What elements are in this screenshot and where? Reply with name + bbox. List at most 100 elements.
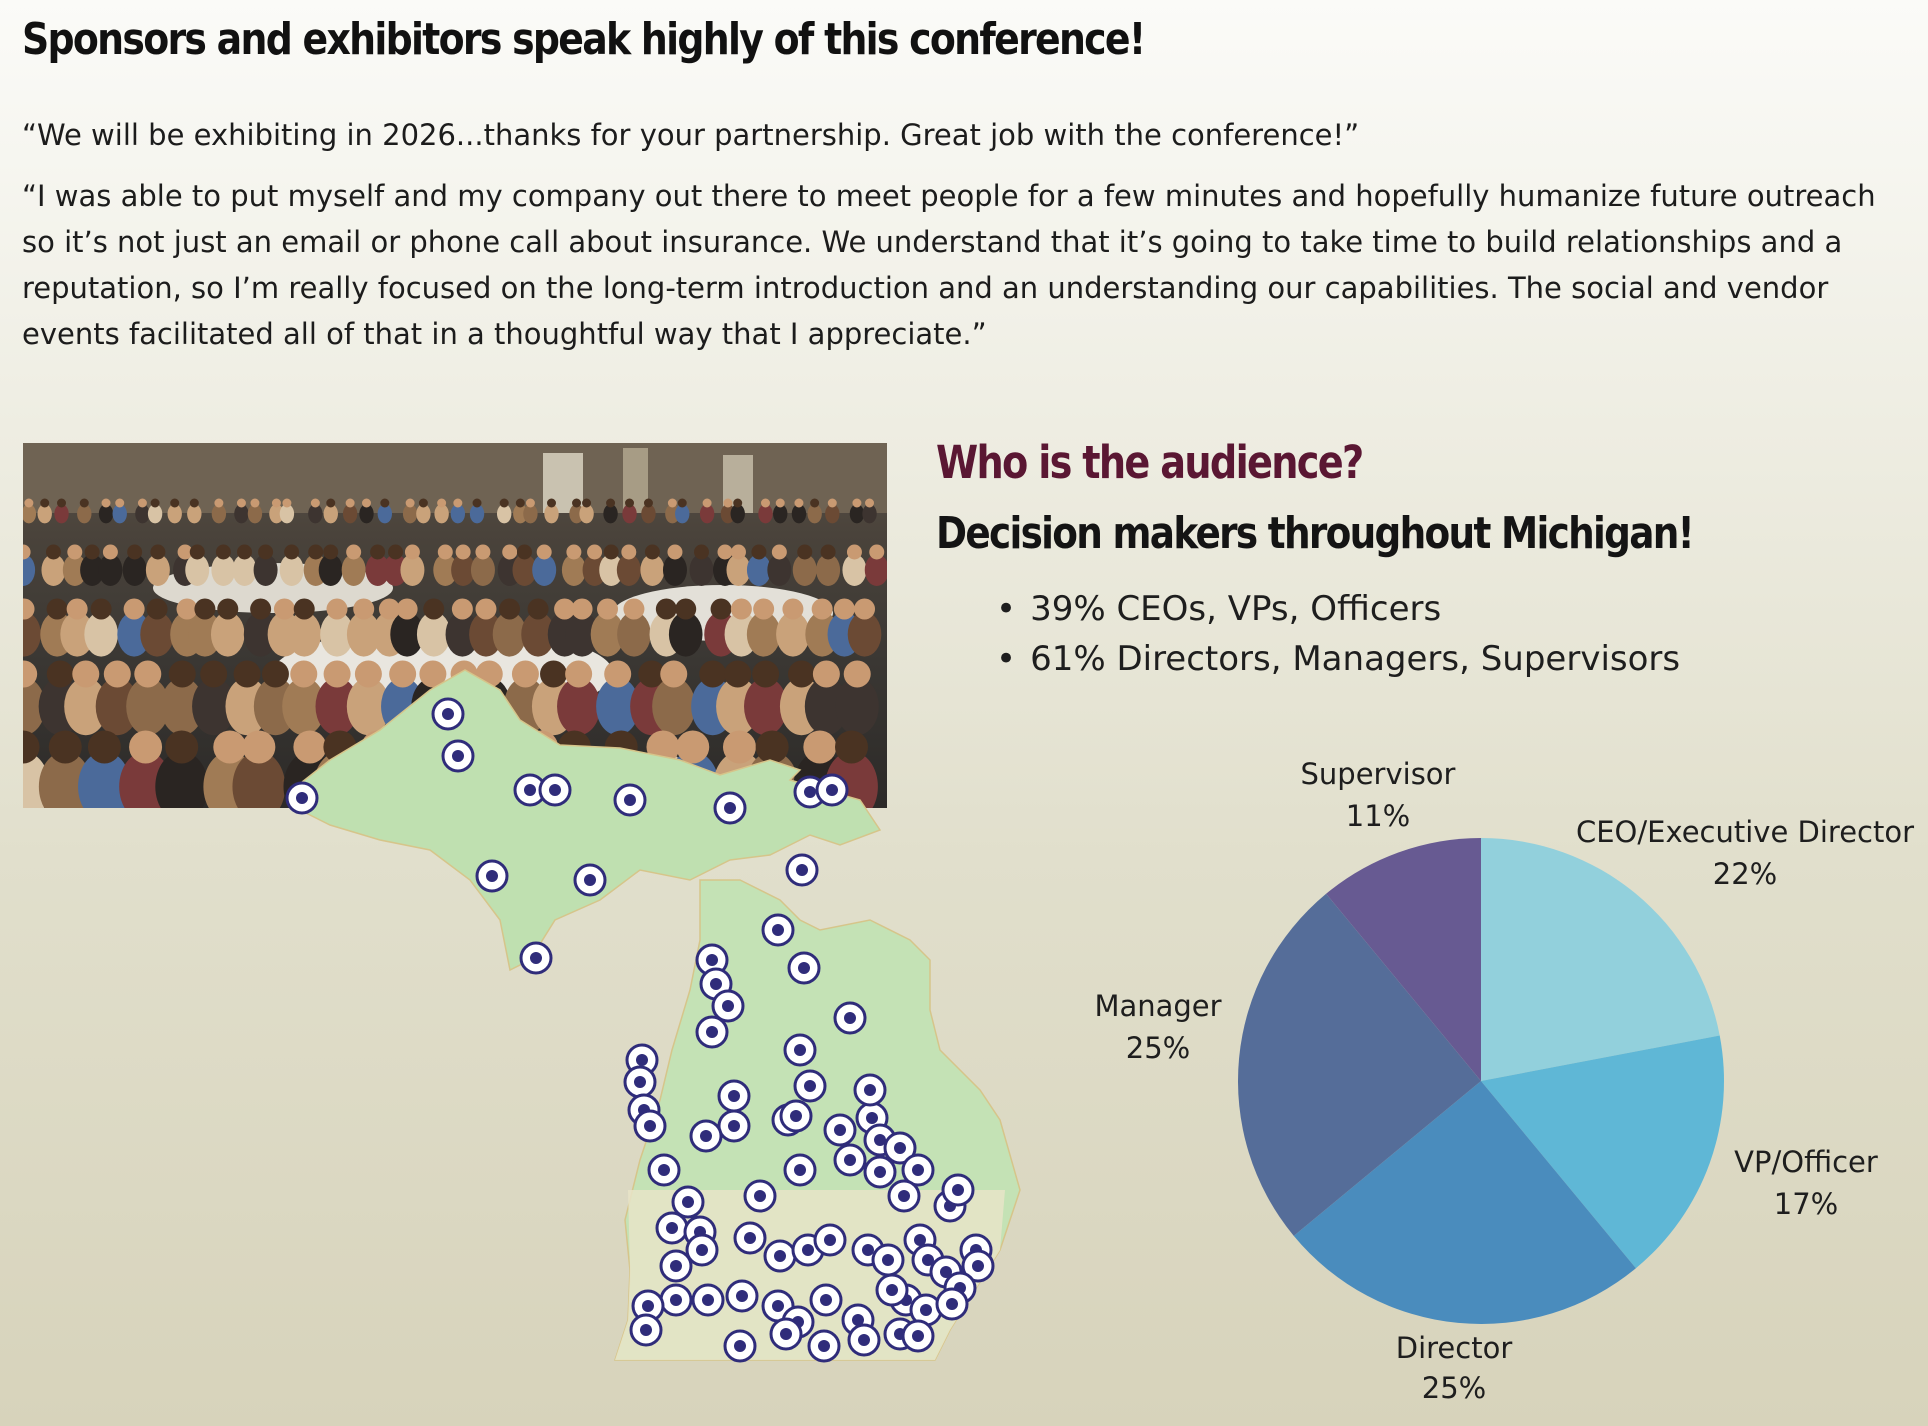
attendee-body [359,504,374,524]
attendee-body [640,554,665,586]
attendee-head [677,498,687,508]
attendee-head [258,544,274,560]
attendee-body [402,504,418,524]
attendee-head [46,598,68,620]
attendee-body [565,611,599,657]
attendee-head [846,544,862,560]
attendee-body [433,554,458,586]
attendee-body [269,504,284,524]
attendee-head [404,544,420,560]
attendee-head [129,730,163,764]
pie-value-label: 17% [1774,1187,1838,1221]
attendee-body [62,554,87,586]
attendee-body [122,554,147,586]
attendee-body [746,611,781,657]
attendee-body [147,504,163,524]
attendee-head [667,498,677,508]
attendee-body [279,554,304,586]
attendee-body [746,554,771,586]
attendee-head [730,544,746,560]
attendee-head [475,544,491,560]
attendee-head [572,498,582,508]
attendee-head [189,544,205,560]
attendee-head [23,544,31,560]
attendee-head [150,544,166,560]
attendee-head [546,498,556,508]
attendee-body [842,554,867,586]
attendee-head [72,660,100,688]
attendee-head [554,598,576,620]
attendee-body [807,504,822,524]
attendee-body [287,611,322,657]
attendee-head [794,498,804,508]
attendee-head [597,598,619,620]
attendee-head [326,598,348,620]
attendee-head [854,598,876,620]
attendee-head [177,544,193,560]
attendee-body [126,677,170,736]
attendee-head [236,498,246,508]
pie-slice-vp-officer [1481,1035,1724,1269]
attendee-head [293,598,315,620]
attendee-head [237,544,253,560]
attendee-head [194,598,216,620]
attendee-body [135,504,150,524]
attendee-head [810,498,820,508]
attendee-head [820,544,836,560]
attendee-body [521,611,555,657]
attendee-body [434,504,449,524]
attendee-head [702,498,712,508]
attendee-head [23,598,35,620]
attendee-body [569,504,584,524]
attendee-body [730,504,745,524]
attendee-head [102,544,118,560]
attendee-head [361,498,371,508]
attendee-head [571,598,593,620]
attendee-head [475,598,497,620]
attendee-body [513,504,528,524]
attendee-body [512,554,537,586]
attendee-head [423,598,445,620]
attendee-head [23,660,38,688]
attendee-body [342,504,358,524]
attendee-head [582,498,592,508]
testimonial-quote-1: “We will be exhibiting in 2026...thanks … [22,118,1360,152]
attendee-body [112,504,127,524]
attendee-head [606,498,616,508]
attendee-body [211,504,227,524]
attendee-body [617,611,651,657]
attendee-head [811,598,833,620]
attendee-head [45,544,61,560]
attendee-head [797,544,813,560]
attendee-head [101,498,111,508]
attendee-head [621,544,637,560]
attendee-head [667,544,683,560]
attendee-head [833,598,855,620]
attendee-head [48,730,82,764]
attendee-head [67,544,83,560]
attendee-body [23,554,36,586]
attendee-head [827,498,837,508]
attendee-head [455,544,471,560]
attendee-head [710,598,732,620]
attendee-head [782,598,804,620]
attendee-body [38,751,92,808]
attendee-head [310,498,320,508]
attendee-head [643,498,653,508]
attendee-body [582,554,607,586]
attendee-head [79,498,89,508]
attendee-body [665,504,680,524]
attendee-body [862,504,877,524]
pie-label: Director [1396,1331,1513,1365]
attendee-head [326,498,336,508]
attendee-head [250,598,272,620]
attendee-head [453,498,463,508]
attendee-head [150,498,160,508]
attendee-body [532,554,557,586]
attendee-body [758,504,773,524]
attendee-head [730,598,752,620]
attendee-body [847,611,882,657]
attendee-head [168,660,196,688]
pie-value-label: 22% [1713,857,1777,891]
